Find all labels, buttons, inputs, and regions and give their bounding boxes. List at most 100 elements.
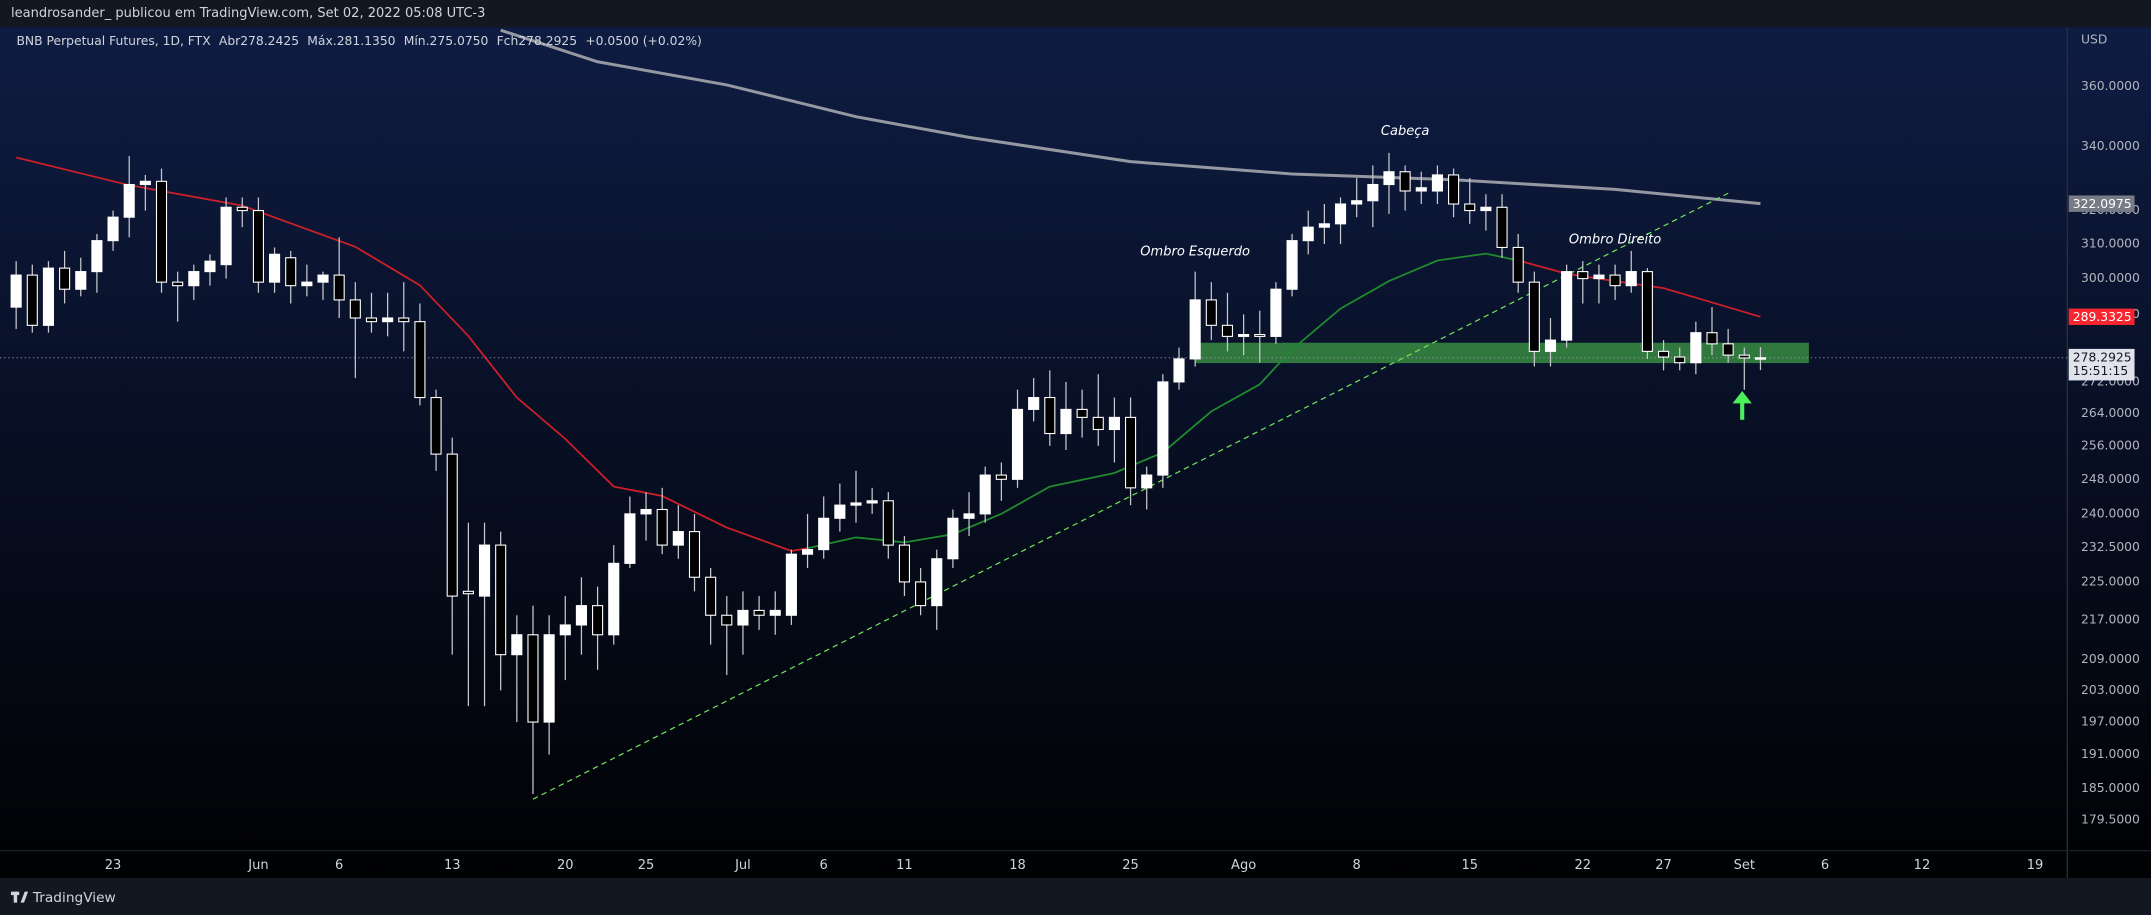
candle-body	[1125, 416, 1137, 489]
candle-body	[1738, 354, 1750, 359]
candle-body	[1060, 408, 1072, 435]
candle-body	[155, 180, 168, 283]
y-tick-label: 240.0000	[2081, 506, 2140, 520]
x-tick-label: 8	[1353, 858, 1361, 873]
candle-body	[559, 624, 571, 636]
candle-body	[1221, 324, 1234, 337]
candle-body	[317, 274, 329, 283]
y-tick-label: 310.0000	[2081, 237, 2140, 251]
candle-body	[1044, 396, 1056, 435]
candle-body	[1399, 171, 1411, 192]
logo	[10, 891, 29, 903]
y-tick-label: 217.0000	[2081, 613, 2140, 627]
close-value: 278.2925	[518, 34, 577, 48]
candle-body	[1270, 288, 1282, 337]
logo-mark	[20, 891, 29, 903]
x-tick-label: Ago	[1231, 858, 1256, 873]
candle-body	[882, 500, 894, 546]
x-tick-label: 27	[1655, 858, 1672, 873]
candle-body	[1609, 274, 1621, 287]
candle-body	[1480, 206, 1492, 212]
high-value: 281.1350	[337, 34, 396, 48]
candle-body	[801, 549, 814, 555]
y-tick-label: 360.0000	[2081, 79, 2140, 93]
candle-body	[1657, 350, 1670, 358]
candle-body	[1464, 203, 1476, 212]
moving-average	[1517, 259, 1761, 318]
candle-body	[575, 605, 587, 626]
low-value: 275.0750	[430, 34, 489, 48]
candle-body	[721, 614, 733, 626]
moving-average	[500, 28, 1761, 206]
candle-body	[1076, 408, 1088, 418]
candle-body	[1512, 246, 1524, 283]
candle-body	[1641, 271, 1653, 352]
candle-body	[1706, 332, 1718, 345]
candle-body	[1092, 416, 1104, 431]
x-tick-label: 18	[1009, 858, 1026, 873]
candle-body	[462, 590, 474, 595]
candle-body	[527, 634, 539, 723]
candle-body	[172, 281, 184, 287]
price-label-box	[2068, 348, 2135, 381]
y-tick-label: 256.0000	[2081, 438, 2140, 452]
candle-body	[1302, 226, 1314, 242]
candle-body	[188, 271, 200, 287]
candle-body	[1205, 299, 1217, 326]
x-tick-label: 6	[1821, 858, 1829, 873]
candle-body	[430, 396, 442, 455]
x-tick-label: Jul	[734, 858, 751, 873]
x-tick-label: 11	[896, 858, 913, 873]
price-label-box	[2068, 308, 2135, 326]
x-tick-label: 25	[1122, 858, 1139, 873]
candle-body	[107, 216, 119, 242]
x-tick-label: 20	[557, 858, 574, 873]
bottom-bar	[0, 877, 2151, 915]
candle-body	[1108, 416, 1120, 431]
candle-body	[979, 474, 991, 515]
countdown: 15:51:15	[2073, 364, 2128, 378]
candle-body	[349, 299, 361, 319]
candle-body	[1561, 271, 1573, 341]
price-label: 278.2925	[2073, 350, 2132, 364]
candle-body	[1173, 358, 1185, 383]
candle-body	[608, 562, 620, 636]
candle-body	[252, 210, 264, 283]
y-tick-label: 232.5000	[2081, 540, 2140, 554]
candle-body	[640, 508, 652, 515]
candle-body	[947, 517, 959, 560]
logo-mark	[13, 891, 18, 903]
candle-body	[365, 317, 378, 323]
candle-body	[1528, 281, 1540, 352]
x-tick-label: Jun	[247, 858, 268, 873]
y-tick-label: 248.0000	[2081, 472, 2140, 486]
candle-body	[656, 508, 668, 546]
candle-body	[769, 609, 781, 616]
x-tick-label: 12	[1914, 858, 1931, 873]
arrow	[1732, 390, 1752, 420]
x-tick-label: 23	[105, 858, 122, 873]
candle-body	[495, 544, 507, 656]
y-tick-label: 203.0000	[2081, 683, 2140, 697]
candle-body	[26, 274, 38, 326]
candle-body	[301, 281, 313, 287]
change: +0.0500 (+0.02%)	[585, 34, 702, 48]
close-label: Fch	[497, 34, 519, 48]
x-tick-label: 22	[1575, 858, 1592, 873]
candle-body	[1028, 396, 1040, 410]
symbol: BNB Perpetual Futures, 1D, FTX	[16, 34, 211, 48]
candle-body	[398, 317, 410, 323]
candle-body	[963, 513, 975, 519]
candle-body	[1189, 299, 1201, 360]
candle-body	[1496, 206, 1508, 248]
candle-body	[1544, 339, 1557, 352]
x-tick-label: 6	[820, 858, 828, 873]
candle-body	[592, 605, 604, 636]
price-label-box	[2068, 195, 2135, 212]
candle-body	[1448, 174, 1460, 205]
top-bar	[0, 0, 2151, 28]
x-tick-label: 25	[638, 858, 655, 873]
